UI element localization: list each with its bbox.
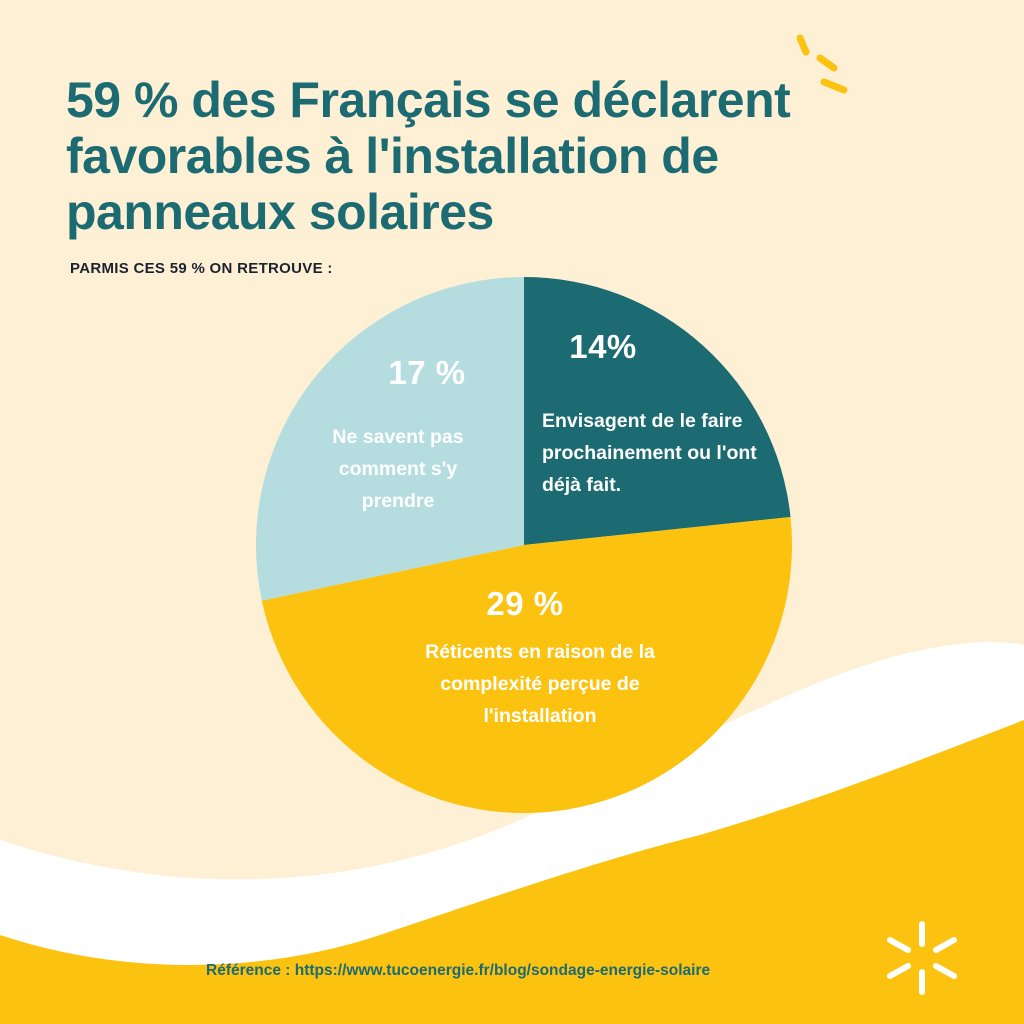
slice-label-17: 17 %: [388, 354, 466, 391]
sun-burst-logo-icon: [887, 921, 957, 995]
chart-subtitle: PARMIS CES 59 % ON RETROUVE :: [70, 260, 333, 277]
pie-slice-reticents: [261, 516, 792, 813]
slice-desc-envisagent: Envisagent de le faire prochainement ou …: [542, 410, 757, 496]
slice-desc-reticents: Réticents en raison de la complexité per…: [425, 641, 655, 727]
page-title: 59 % des Français se déclarent favorable…: [66, 72, 791, 240]
reference-link-text: Référence : https://www.tucoenergie.fr/b…: [206, 962, 711, 979]
slice-label-14: 14%: [569, 328, 637, 365]
sun-rays-icon: [796, 34, 848, 94]
yellow-wave: [0, 720, 1024, 1024]
pie-slice-envisagent: [524, 277, 791, 545]
slice-label-29: 29 %: [486, 585, 564, 622]
pie-slice-ne-savent-pas: [256, 277, 524, 601]
slice-desc-ne-savent-pas: Ne savent pas comment s'y prendre: [332, 426, 464, 512]
